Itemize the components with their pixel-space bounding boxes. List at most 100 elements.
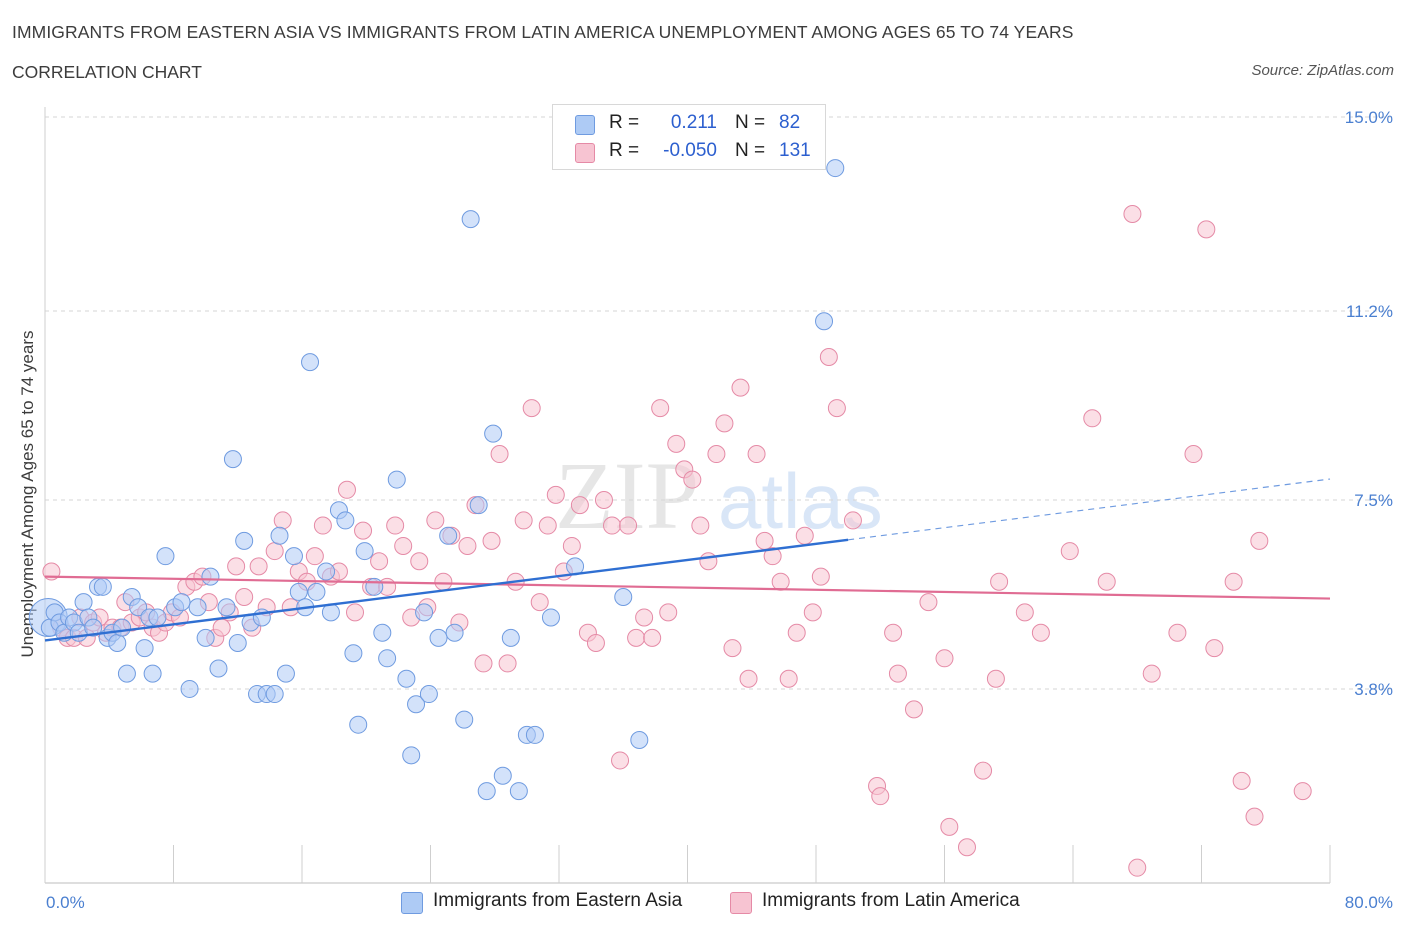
data-point-latin-america	[1128, 858, 1147, 877]
chart-subtitle: CORRELATION CHART	[12, 62, 202, 82]
data-point-latin-america	[305, 547, 324, 566]
trend-line-latin-america	[44, 575, 1331, 600]
data-point-latin-america	[691, 516, 710, 535]
data-point-latin-america	[1060, 542, 1079, 561]
data-point-eastern-asia	[201, 567, 220, 586]
data-point-latin-america	[586, 633, 605, 652]
data-point-eastern-asia	[525, 725, 544, 744]
data-point-latin-america	[763, 547, 782, 566]
data-point-latin-america	[394, 536, 413, 555]
data-point-latin-america	[611, 751, 630, 770]
data-point-latin-america	[871, 787, 890, 806]
data-point-latin-america	[1232, 771, 1251, 790]
trend-line-eastern-asia-extension	[848, 478, 1331, 541]
data-point-latin-america	[1083, 409, 1102, 428]
data-point-latin-america	[1293, 782, 1312, 801]
legend-n-value: 131	[779, 140, 811, 161]
data-point-eastern-asia	[129, 598, 148, 617]
data-point-eastern-asia	[373, 623, 392, 642]
data-point-latin-america	[659, 603, 678, 622]
data-point-eastern-asia	[156, 547, 175, 566]
legend-n-value: 82	[779, 112, 801, 133]
source-credit: Source: ZipAtlas.com	[1251, 62, 1394, 79]
data-point-latin-america	[530, 593, 549, 612]
data-point-latin-america	[940, 817, 959, 836]
data-point-eastern-asia	[307, 582, 326, 601]
data-point-eastern-asia	[74, 593, 93, 612]
data-point-eastern-asia	[289, 582, 308, 601]
data-point-eastern-asia	[355, 542, 374, 561]
axes	[44, 107, 1331, 884]
data-point-latin-america	[354, 521, 373, 540]
data-point-latin-america	[1142, 664, 1161, 683]
legend-swatch-eastern-asia	[575, 115, 595, 135]
data-point-latin-america	[643, 628, 662, 647]
data-point-latin-america	[707, 445, 726, 464]
data-point-latin-america	[795, 526, 814, 545]
data-point-latin-america	[498, 654, 517, 673]
data-point-eastern-asia	[188, 598, 207, 617]
bottom-legend-swatch-latin-america	[730, 892, 752, 914]
data-point-latin-america	[235, 588, 254, 607]
data-point-latin-america	[538, 516, 557, 535]
x-tick-label: 0.0%	[46, 893, 85, 912]
data-point-latin-america	[619, 516, 638, 535]
data-point-latin-america	[888, 664, 907, 683]
data-point-latin-america	[715, 414, 734, 433]
data-point-latin-america	[482, 531, 501, 550]
legend-r-value: -0.050	[663, 140, 717, 161]
bottom-legend-label: Immigrants from Latin America	[762, 890, 1020, 911]
data-point-eastern-asia	[135, 639, 154, 658]
data-point-eastern-asia	[217, 598, 236, 617]
data-point-latin-america	[273, 511, 292, 530]
stats-legend: R = 0.211 N = 82 R = -0.050 N = 131	[552, 104, 826, 170]
data-point-eastern-asia	[223, 450, 242, 469]
data-point-eastern-asia	[455, 710, 474, 729]
data-point-latin-america	[884, 623, 903, 642]
data-point-latin-america	[514, 511, 533, 530]
data-point-latin-america	[458, 536, 477, 555]
data-point-latin-america	[957, 838, 976, 857]
data-point-latin-america	[594, 491, 613, 509]
data-point-eastern-asia	[415, 603, 434, 622]
data-point-latin-america	[1031, 623, 1050, 642]
data-point-eastern-asia	[228, 633, 247, 652]
data-point-eastern-asia	[209, 659, 228, 678]
data-point-eastern-asia	[301, 353, 320, 372]
data-point-latin-america	[1205, 639, 1224, 658]
data-point-eastern-asia	[117, 664, 136, 683]
data-point-eastern-asia	[93, 577, 112, 596]
data-point-eastern-asia	[172, 593, 191, 612]
data-point-eastern-asia	[317, 562, 336, 581]
data-point-eastern-asia	[378, 649, 397, 668]
data-point-latin-america	[1184, 445, 1203, 464]
data-point-latin-america	[771, 572, 790, 591]
legend-n-label: N =	[735, 140, 766, 161]
data-point-latin-america	[843, 511, 862, 530]
y-tick-label: 11.2%	[1346, 302, 1393, 321]
chart-title: IMMIGRANTS FROM EASTERN ASIA VS IMMIGRAN…	[12, 22, 1074, 42]
bottom-legend-label: Immigrants from Eastern Asia	[433, 890, 683, 911]
data-point-latin-america	[699, 552, 718, 571]
data-point-eastern-asia	[826, 159, 845, 178]
data-point-latin-america	[803, 603, 822, 622]
data-point-eastern-asia	[429, 628, 448, 647]
data-point-latin-america	[603, 516, 622, 535]
data-point-eastern-asia	[815, 312, 834, 331]
legend-r-label: R =	[609, 112, 640, 133]
bottom-legend-swatch-eastern-asia	[401, 892, 423, 914]
data-point-eastern-asia	[501, 628, 520, 647]
data-point-eastern-asia	[148, 608, 167, 627]
y-tick-label: 15.0%	[1345, 108, 1393, 127]
data-point-latin-america	[1197, 220, 1216, 239]
data-point-latin-america	[370, 552, 389, 571]
data-point-eastern-asia	[407, 695, 426, 714]
trend-line-eastern-asia	[44, 538, 849, 642]
data-point-latin-america	[904, 700, 923, 719]
data-point-latin-america	[570, 496, 589, 515]
data-point-latin-america	[739, 669, 758, 688]
data-point-latin-america	[1015, 603, 1034, 622]
data-point-eastern-asia	[541, 608, 560, 627]
data-point-latin-america	[227, 557, 246, 576]
